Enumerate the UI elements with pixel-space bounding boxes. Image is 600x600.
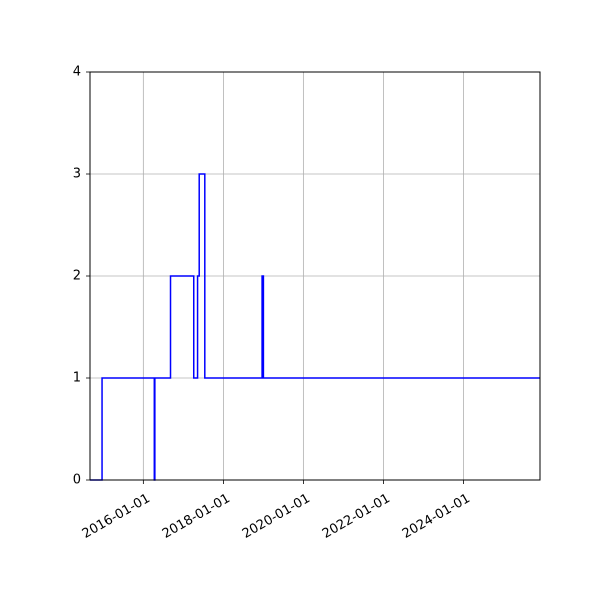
series-group [90, 173, 540, 481]
y-tick-label: 1 [73, 371, 81, 386]
y-tick-label: 3 [73, 167, 81, 182]
y-tick-label: 4 [73, 65, 81, 80]
y-tick-label: 2 [73, 269, 81, 284]
series-line [90, 173, 540, 481]
y-tick-label: 0 [73, 473, 81, 488]
y-axis: 0 1 2 3 4 [73, 65, 90, 488]
